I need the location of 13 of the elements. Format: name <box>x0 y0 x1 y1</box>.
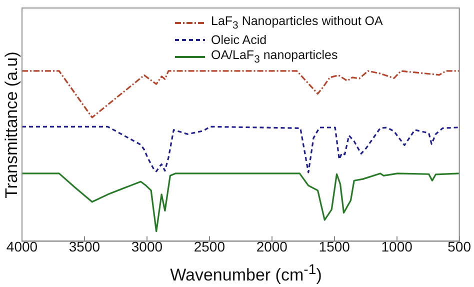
x-axis-title: Wavenumber (cm$^{-1}$) <box>169 262 323 286</box>
x-tick-label: 2500 <box>194 238 226 254</box>
x-tick-label: 4000 <box>6 238 38 254</box>
x-tick-label: 1500 <box>318 238 350 254</box>
x-tick-label: 1000 <box>381 238 413 254</box>
legend-label: OA/LaF$_{3}$ nanoparticles <box>211 48 338 66</box>
x-tick-label: 500 <box>448 238 472 254</box>
x-tick-label: 2000 <box>256 238 288 254</box>
y-axis-title: Transmittance (a.u) <box>2 50 22 200</box>
x-tick-label: 3500 <box>68 238 100 254</box>
x-tick-label: 3000 <box>131 238 163 254</box>
legend-label: Oleic Acid <box>211 32 267 46</box>
legend-label: LaF$_{3}$ Nanoparticles without OA <box>211 14 383 32</box>
